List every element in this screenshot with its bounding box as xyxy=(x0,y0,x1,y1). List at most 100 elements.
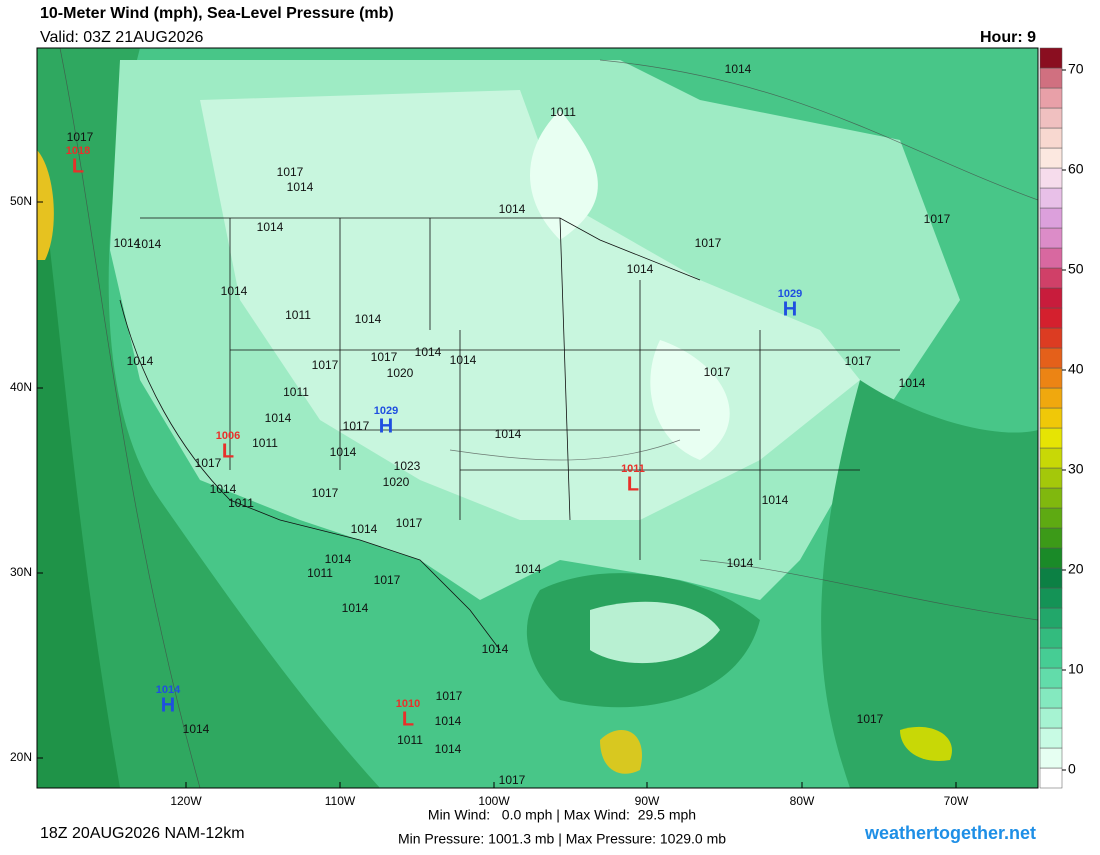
isobar-label: 1017 xyxy=(436,689,463,703)
isobar-label: 1014 xyxy=(499,202,526,216)
isobar-label: 1011 xyxy=(285,308,311,322)
colorbar-segment xyxy=(1039,327,1063,349)
isobar-label: 1014 xyxy=(495,427,522,441)
center-value: 1029 xyxy=(778,288,802,300)
isobar-label: 1017 xyxy=(396,516,423,530)
isobar-label: 1017 xyxy=(924,212,951,226)
isobar-label: 1014 xyxy=(725,62,752,76)
lat-label: 40N xyxy=(10,380,32,394)
colorbar-segment xyxy=(1039,367,1063,389)
colorbar-tick-label: 0 xyxy=(1068,761,1076,777)
isobar-label: 1017 xyxy=(857,712,884,726)
valid-time: Valid: 03Z 21AUG2026 xyxy=(40,29,203,46)
colorbar-segment xyxy=(1039,607,1063,629)
isobar-label: 1017 xyxy=(371,350,398,364)
colorbar-tick-label: 20 xyxy=(1068,561,1084,577)
map-axes: 50N 40N 30N 20N 120W 110W 100W 90W 80W 70W xyxy=(10,194,969,808)
isobar-labels: 1017101410171014101110141017101410141014… xyxy=(67,62,951,787)
isobar-label: 1014 xyxy=(450,353,477,367)
isobar-label: 1014 xyxy=(127,354,154,368)
colorbar-tick-label: 10 xyxy=(1068,661,1084,677)
isobar-label: 1014 xyxy=(351,522,378,536)
isobar-label: 1014 xyxy=(482,642,509,656)
isobar-label: 1017 xyxy=(499,773,526,787)
isobar-label: 1020 xyxy=(383,475,410,489)
colorbar-segment xyxy=(1039,387,1063,409)
wind-stats: Min Wind: 0.0 mph | Max Wind: 29.5 mph xyxy=(428,807,696,823)
colorbar-tick-label: 60 xyxy=(1068,161,1084,177)
isobar-label: 1014 xyxy=(135,237,162,251)
isobar-label: 1014 xyxy=(899,376,926,390)
isobar-label: 1014 xyxy=(265,411,292,425)
isobar-label: 1017 xyxy=(704,365,731,379)
center-letter: L xyxy=(627,473,639,495)
lat-label: 30N xyxy=(10,565,32,579)
colorbar-segment xyxy=(1039,347,1063,369)
center-letter: H xyxy=(161,694,175,716)
isobar-label: 1023 xyxy=(394,459,421,473)
center-value: 1029 xyxy=(374,405,398,417)
center-value: 1018 xyxy=(66,145,90,157)
isobar-label: 1017 xyxy=(695,236,722,250)
colorbar-segment xyxy=(1039,527,1063,549)
center-letter: L xyxy=(402,708,414,730)
colorbar-segment xyxy=(1039,267,1063,289)
isobar-label: 1014 xyxy=(210,482,237,496)
colorbar-segment xyxy=(1039,747,1063,769)
isobar-label: 1011 xyxy=(550,105,576,119)
lon-label: 70W xyxy=(944,794,969,808)
colorbar-segment xyxy=(1039,767,1063,789)
colorbar-segment xyxy=(1039,627,1063,649)
center-value: 1010 xyxy=(396,698,420,710)
colorbar-segment xyxy=(1039,547,1063,569)
site-link[interactable]: weathertogether.net xyxy=(864,823,1036,843)
lon-label: 80W xyxy=(790,794,815,808)
colorbar-segment xyxy=(1039,467,1063,489)
center-letter: H xyxy=(379,415,393,437)
colorbar-tick-label: 70 xyxy=(1068,61,1084,77)
forecast-hour: Hour: 9 xyxy=(980,29,1036,46)
center-letter: H xyxy=(783,298,797,320)
colorbar-tick-label: 40 xyxy=(1068,361,1084,377)
center-value: 1006 xyxy=(216,430,240,442)
isobar-label: 1014 xyxy=(221,284,248,298)
isobar-label: 1014 xyxy=(727,556,754,570)
colorbar: 0 10 20 30 40 50 60 70 xyxy=(1039,47,1084,789)
isobar-label: 1011 xyxy=(307,566,333,580)
lon-label: 120W xyxy=(170,794,202,808)
isobar-label: 1014 xyxy=(627,262,654,276)
isobar-label: 1014 xyxy=(330,445,357,459)
isobar-label: 1011 xyxy=(252,436,278,450)
isobar-label: 1011 xyxy=(283,385,309,399)
colorbar-segment xyxy=(1039,447,1063,469)
colorbar-segment xyxy=(1039,407,1063,429)
map: 1017101410171014101110141017101410141014… xyxy=(37,48,1038,788)
isobar-label: 1017 xyxy=(195,456,222,470)
colorbar-segment xyxy=(1039,147,1063,169)
isobar-label: 1014 xyxy=(325,552,352,566)
map-frame xyxy=(36,47,1039,789)
center-letter: L xyxy=(222,440,234,462)
lat-label: 20N xyxy=(10,750,32,764)
colorbar-tick-label: 50 xyxy=(1068,261,1084,277)
isobar-label: 1014 xyxy=(183,722,210,736)
isobar-label: 1014 xyxy=(257,220,284,234)
colorbar-segment xyxy=(1039,687,1063,709)
isobar-label: 1017 xyxy=(312,358,339,372)
isobar-label: 1014 xyxy=(415,345,442,359)
colorbar-segment xyxy=(1039,67,1063,89)
colorbar-segment xyxy=(1039,307,1063,329)
isobar-label: 1011 xyxy=(397,733,423,747)
lon-label: 100W xyxy=(478,794,510,808)
colorbar-segment xyxy=(1039,187,1063,209)
lon-label: 110W xyxy=(325,794,356,808)
colorbar-segment xyxy=(1039,507,1063,529)
colorbar-segment xyxy=(1039,427,1063,449)
center-value: 1011 xyxy=(621,463,645,475)
isobar-label: 1011 xyxy=(228,496,254,510)
model-run: 18Z 20AUG2026 NAM-12km xyxy=(40,825,245,842)
center-letter: L xyxy=(72,155,84,177)
colorbar-segment xyxy=(1039,567,1063,589)
colorbar-segment xyxy=(1039,727,1063,749)
